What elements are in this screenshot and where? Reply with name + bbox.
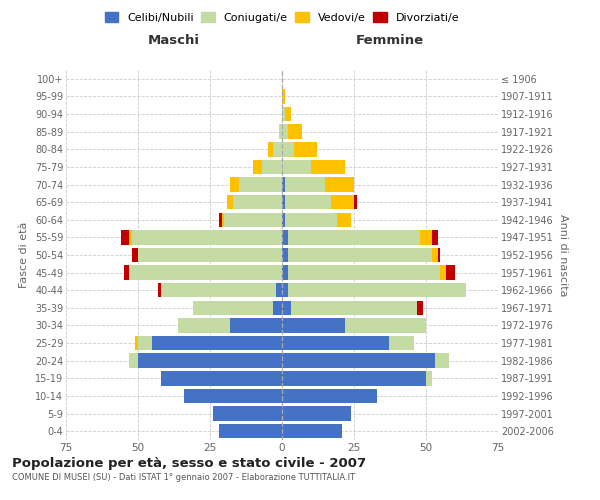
- Bar: [158, 283, 161, 298]
- Bar: [311, 160, 346, 174]
- Bar: [224, 212, 282, 227]
- Bar: [346, 318, 426, 332]
- Bar: [218, 424, 282, 438]
- Bar: [130, 354, 138, 368]
- Bar: [282, 89, 285, 104]
- Bar: [325, 178, 354, 192]
- Bar: [437, 248, 440, 262]
- Bar: [132, 248, 138, 262]
- Bar: [282, 178, 285, 192]
- Bar: [282, 160, 311, 174]
- Bar: [337, 212, 351, 227]
- Y-axis label: Anni di nascita: Anni di nascita: [557, 214, 568, 296]
- Bar: [274, 142, 282, 156]
- Bar: [124, 266, 130, 280]
- Bar: [285, 195, 331, 210]
- Bar: [282, 371, 426, 386]
- Text: Popolazione per età, sesso e stato civile - 2007: Popolazione per età, sesso e stato civil…: [12, 458, 366, 470]
- Bar: [288, 124, 302, 139]
- Bar: [354, 195, 357, 210]
- Bar: [227, 195, 233, 210]
- Bar: [282, 406, 351, 421]
- Bar: [193, 300, 274, 315]
- Text: Femmine: Femmine: [356, 34, 424, 48]
- Bar: [440, 266, 446, 280]
- Bar: [230, 318, 282, 332]
- Bar: [282, 142, 293, 156]
- Bar: [161, 371, 282, 386]
- Text: COMUNE DI MUSEI (SU) - Dati ISTAT 1° gennaio 2007 - Elaborazione TUTTITALIA.IT: COMUNE DI MUSEI (SU) - Dati ISTAT 1° gen…: [12, 472, 355, 482]
- Y-axis label: Fasce di età: Fasce di età: [19, 222, 29, 288]
- Bar: [138, 336, 152, 350]
- Bar: [132, 230, 282, 244]
- Bar: [434, 354, 449, 368]
- Bar: [130, 230, 132, 244]
- Bar: [282, 124, 288, 139]
- Text: Maschi: Maschi: [148, 34, 200, 48]
- Bar: [233, 195, 282, 210]
- Bar: [290, 300, 418, 315]
- Bar: [282, 266, 288, 280]
- Bar: [221, 212, 224, 227]
- Bar: [282, 248, 288, 262]
- Bar: [184, 388, 282, 403]
- Bar: [282, 354, 434, 368]
- Bar: [282, 388, 377, 403]
- Bar: [253, 160, 262, 174]
- Legend: Celibi/Nubili, Coniugati/e, Vedovi/e, Divorziati/e: Celibi/Nubili, Coniugati/e, Vedovi/e, Di…: [100, 8, 464, 28]
- Bar: [285, 212, 337, 227]
- Bar: [288, 248, 432, 262]
- Bar: [432, 230, 437, 244]
- Bar: [262, 160, 282, 174]
- Bar: [288, 266, 440, 280]
- Bar: [282, 318, 346, 332]
- Bar: [138, 354, 282, 368]
- Bar: [274, 300, 282, 315]
- Bar: [282, 336, 389, 350]
- Bar: [420, 230, 432, 244]
- Bar: [239, 178, 282, 192]
- Bar: [432, 248, 437, 262]
- Bar: [285, 178, 325, 192]
- Bar: [218, 212, 221, 227]
- Bar: [213, 406, 282, 421]
- Bar: [268, 142, 274, 156]
- Bar: [276, 283, 282, 298]
- Bar: [331, 195, 354, 210]
- Bar: [152, 336, 282, 350]
- Bar: [282, 230, 288, 244]
- Bar: [230, 178, 239, 192]
- Bar: [389, 336, 415, 350]
- Bar: [121, 230, 130, 244]
- Bar: [135, 336, 138, 350]
- Bar: [288, 230, 420, 244]
- Bar: [282, 212, 285, 227]
- Bar: [282, 195, 285, 210]
- Bar: [285, 107, 290, 122]
- Bar: [138, 248, 282, 262]
- Bar: [130, 266, 282, 280]
- Bar: [178, 318, 230, 332]
- Bar: [293, 142, 317, 156]
- Bar: [279, 124, 282, 139]
- Bar: [446, 266, 455, 280]
- Bar: [161, 283, 276, 298]
- Bar: [426, 371, 432, 386]
- Bar: [288, 283, 466, 298]
- Bar: [418, 300, 423, 315]
- Bar: [282, 107, 285, 122]
- Bar: [282, 424, 343, 438]
- Bar: [282, 283, 288, 298]
- Bar: [282, 300, 290, 315]
